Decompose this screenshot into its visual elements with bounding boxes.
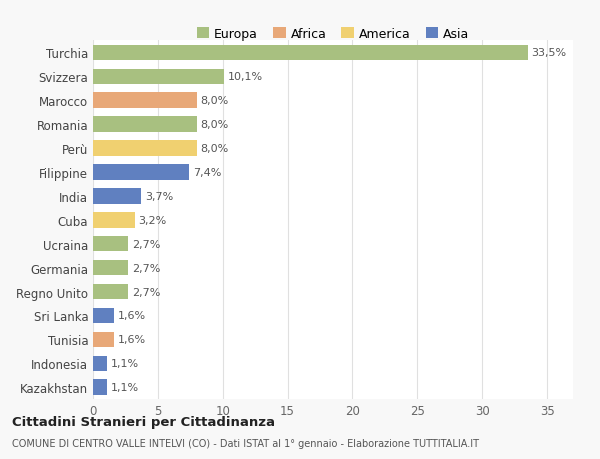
Text: 1,6%: 1,6% — [118, 335, 146, 345]
Bar — [93, 356, 107, 371]
Bar — [93, 45, 527, 61]
Text: 33,5%: 33,5% — [532, 48, 566, 58]
Bar — [93, 189, 141, 204]
Text: 2,7%: 2,7% — [132, 287, 160, 297]
Bar — [93, 308, 114, 324]
Text: 7,4%: 7,4% — [193, 168, 221, 178]
Text: 2,7%: 2,7% — [132, 239, 160, 249]
Bar — [93, 213, 134, 228]
Bar — [93, 284, 128, 300]
Legend: Europa, Africa, America, Asia: Europa, Africa, America, Asia — [191, 22, 475, 45]
Text: 8,0%: 8,0% — [200, 96, 229, 106]
Text: 3,7%: 3,7% — [145, 191, 173, 202]
Text: 8,0%: 8,0% — [200, 144, 229, 154]
Bar — [93, 141, 197, 157]
Text: 8,0%: 8,0% — [200, 120, 229, 130]
Bar — [93, 165, 189, 180]
Text: 2,7%: 2,7% — [132, 263, 160, 273]
Bar — [93, 93, 197, 109]
Bar — [93, 260, 128, 276]
Text: Cittadini Stranieri per Cittadinanza: Cittadini Stranieri per Cittadinanza — [12, 415, 275, 428]
Text: 1,1%: 1,1% — [111, 358, 139, 369]
Text: 1,6%: 1,6% — [118, 311, 146, 321]
Text: 1,1%: 1,1% — [111, 382, 139, 392]
Text: 3,2%: 3,2% — [139, 215, 167, 225]
Bar — [93, 332, 114, 347]
Bar — [93, 69, 224, 85]
Bar — [93, 117, 197, 133]
Text: COMUNE DI CENTRO VALLE INTELVI (CO) - Dati ISTAT al 1° gennaio - Elaborazione TU: COMUNE DI CENTRO VALLE INTELVI (CO) - Da… — [12, 438, 479, 448]
Text: 10,1%: 10,1% — [228, 72, 263, 82]
Bar — [93, 380, 107, 395]
Bar — [93, 236, 128, 252]
